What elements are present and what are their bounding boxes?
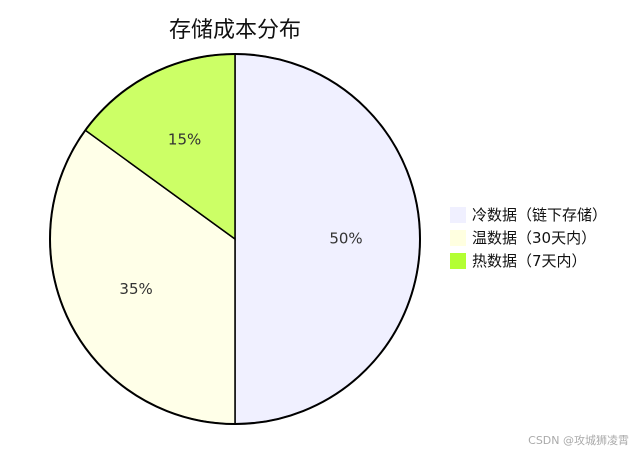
chart-legend: 冷数据（链下存储） 温数据（30天内） 热数据（7天内） bbox=[450, 203, 635, 272]
chart-title: 存储成本分布 bbox=[168, 18, 301, 43]
legend-swatch-hot bbox=[450, 252, 466, 269]
pie-slice-cold bbox=[234, 53, 421, 425]
watermark: CSDN @攻城狮凌霄 bbox=[528, 434, 629, 447]
legend-label-cold: 冷数据（链下存储） bbox=[472, 206, 608, 224]
legend-swatch-warm bbox=[450, 229, 466, 246]
legend-item-hot: 热数据（7天内） bbox=[450, 249, 635, 272]
pie-label-hot: 15% bbox=[168, 131, 201, 149]
legend-item-warm: 温数据（30天内） bbox=[450, 226, 635, 249]
pie-label-warm: 35% bbox=[119, 280, 152, 298]
legend-label-warm: 温数据（30天内） bbox=[472, 229, 597, 247]
legend-item-cold: 冷数据（链下存储） bbox=[450, 203, 635, 226]
pie-label-cold: 50% bbox=[329, 230, 362, 248]
pie-outline bbox=[49, 53, 421, 425]
legend-label-hot: 热数据（7天内） bbox=[472, 252, 587, 270]
legend-swatch-cold bbox=[450, 206, 466, 223]
